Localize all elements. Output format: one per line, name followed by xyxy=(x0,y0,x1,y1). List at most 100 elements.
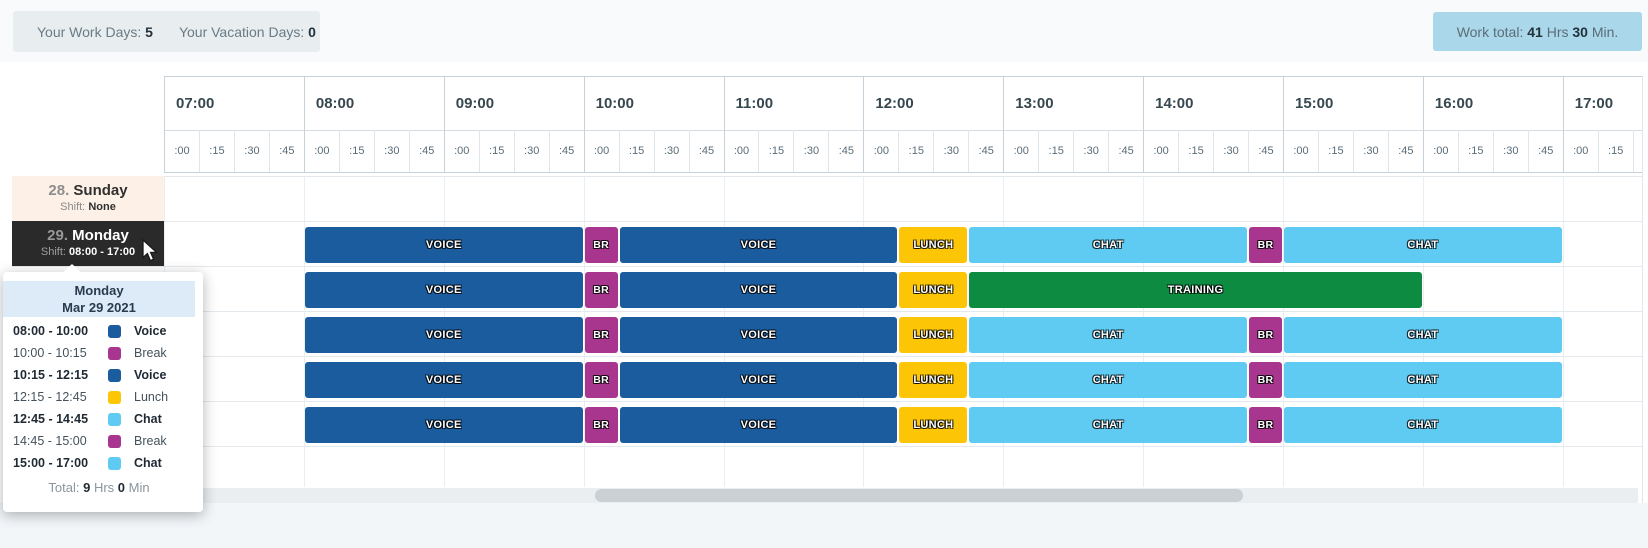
schedule-block-chat[interactable]: CHAT xyxy=(1284,362,1562,398)
tooltip-entry-list: 08:00 - 10:00 Voice 10:00 - 10:15 Break 10:1… xyxy=(13,320,195,474)
hour-gridline xyxy=(303,176,305,487)
schedule-block-chat[interactable]: CHAT xyxy=(1284,227,1562,263)
quarter-header-cell: :15 xyxy=(338,130,374,172)
quarter-header-cell: :45 xyxy=(1387,130,1423,172)
schedule-block-break[interactable]: BR xyxy=(1249,362,1282,398)
schedule-block-lunch[interactable]: LUNCH xyxy=(899,362,968,398)
quarter-header-cell: :30 xyxy=(933,130,968,172)
tooltip-entry: 14:45 - 15:00 Break xyxy=(13,430,195,452)
hour-gridline xyxy=(1562,176,1564,487)
vacation-days-label: Your Vacation Days: xyxy=(178,23,305,40)
day-name: Monday xyxy=(72,227,129,245)
hour-header-0700: 07:00 xyxy=(164,76,304,130)
schedule-block-voice[interactable]: VOICE xyxy=(304,227,583,263)
tooltip-entry: 15:00 - 17:00 Chat xyxy=(13,452,195,474)
schedule-block-lunch[interactable]: LUNCH xyxy=(899,317,968,353)
work-total-text: Work total: 41 Hrs 30 Min. xyxy=(1457,24,1619,40)
quarter-header-cell: :30 xyxy=(1632,130,1642,172)
vacation-days-value: 0 xyxy=(308,23,316,40)
schedule-block-chat[interactable]: CHAT xyxy=(1284,407,1562,443)
quarter-header-cell: :45 xyxy=(1248,130,1283,172)
tooltip-entry-time: 10:00 - 10:15 xyxy=(13,346,87,360)
schedule-block-lunch[interactable]: LUNCH xyxy=(899,407,968,443)
shift-value: 08:00 - 17:00 xyxy=(69,246,136,258)
tooltip-entry-activity: Chat xyxy=(134,456,162,470)
voice-legend-swatch xyxy=(108,324,121,338)
tooltip-total-minutes-unit: Min xyxy=(128,480,150,495)
schedule-block-chat[interactable]: CHAT xyxy=(1284,317,1562,353)
schedule-block-training[interactable]: TRAINING xyxy=(969,272,1422,308)
schedule-block-chat[interactable]: CHAT xyxy=(969,407,1248,443)
day-label-monday[interactable]: 29. Monday Shift: 08:00 - 17:00 xyxy=(12,221,164,266)
row-separator xyxy=(12,446,1642,447)
hour-gridline xyxy=(583,176,585,487)
quarter-header-cell: :45 xyxy=(1108,130,1143,172)
horizontal-scrollbar[interactable] xyxy=(12,488,1638,503)
schedule-block-voice[interactable]: VOICE xyxy=(619,227,898,263)
schedule-block-voice[interactable]: VOICE xyxy=(304,362,583,398)
schedule-block-break[interactable]: BR xyxy=(1249,227,1282,263)
schedule-block-voice[interactable]: VOICE xyxy=(619,362,898,398)
schedule-block-lunch[interactable]: LUNCH xyxy=(899,272,968,308)
scrollbar-thumb[interactable] xyxy=(595,489,1243,502)
quarter-header-cell: :30 xyxy=(1213,130,1248,172)
schedule-block-break[interactable]: BR xyxy=(584,407,618,443)
schedule-block-lunch[interactable]: LUNCH xyxy=(899,227,968,263)
quarter-header-cell: :45 xyxy=(408,130,444,172)
day-title: 28. Sunday xyxy=(48,182,127,201)
day-title: 29. Monday xyxy=(47,227,129,246)
quarter-header-cell: :45 xyxy=(548,130,584,172)
schedule-block-break[interactable]: BR xyxy=(584,227,618,263)
schedule-block-break[interactable]: BR xyxy=(1249,407,1282,443)
schedule-block-break[interactable]: BR xyxy=(584,362,618,398)
quarter-header-cell: :00 xyxy=(443,130,479,172)
quarter-header-cell: :15 xyxy=(758,130,793,172)
hour-header-1000: 10:00 xyxy=(583,76,724,130)
schedule-block-chat[interactable]: CHAT xyxy=(969,317,1248,353)
quarter-header-cell: :15 xyxy=(618,130,654,172)
quarter-header-cell: :00 xyxy=(723,130,759,172)
schedule-block-break[interactable]: BR xyxy=(584,317,618,353)
schedule-block-voice[interactable]: VOICE xyxy=(304,317,583,353)
work-total-hours: 41 xyxy=(1527,23,1543,40)
hour-header-1200: 12:00 xyxy=(863,76,1003,130)
quarter-header-cell: :30 xyxy=(1352,130,1388,172)
day-number: 28. xyxy=(48,182,70,200)
day-shift: Shift: None xyxy=(60,201,116,215)
tooltip-entry: 08:00 - 10:00 Voice xyxy=(13,320,195,342)
schedule-block-chat[interactable]: CHAT xyxy=(969,227,1248,263)
schedule-block-break[interactable]: BR xyxy=(1249,317,1282,353)
tooltip-arrow xyxy=(63,264,81,272)
shift-label: Shift: xyxy=(60,201,86,213)
quarter-header-cell: :00 xyxy=(1143,130,1178,172)
day-name: Sunday xyxy=(73,182,128,200)
quarter-header-cell: :00 xyxy=(1283,130,1318,172)
quarter-header-cell: :30 xyxy=(373,130,409,172)
lunch-legend-swatch xyxy=(108,390,121,404)
schedule-block-voice[interactable]: VOICE xyxy=(619,407,898,443)
hour-gridline xyxy=(1283,176,1284,487)
chat-legend-swatch xyxy=(108,456,121,470)
hour-header-1600: 16:00 xyxy=(1422,76,1563,130)
quarter-header-cell: :00 xyxy=(1422,130,1458,172)
hour-header-1700: 17:00 xyxy=(1562,76,1642,130)
tooltip-entry: 12:15 - 12:45 Lunch xyxy=(13,386,195,408)
quarter-header-cell: :30 xyxy=(1073,130,1108,172)
tooltip-entry: 10:15 - 12:15 Voice xyxy=(13,364,195,386)
schedule-block-voice[interactable]: VOICE xyxy=(619,317,898,353)
schedule-block-voice[interactable]: VOICE xyxy=(619,272,898,308)
quarter-header-cell: :45 xyxy=(828,130,863,172)
schedule-block-chat[interactable]: CHAT xyxy=(969,362,1248,398)
quarter-header-cell: :30 xyxy=(793,130,828,172)
schedule-block-break[interactable]: BR xyxy=(584,272,618,308)
hour-header-1500: 15:00 xyxy=(1283,76,1423,130)
header-mid-border xyxy=(164,130,1642,131)
day-label-sunday[interactable]: 28. Sunday Shift: None xyxy=(12,176,164,221)
shift-value: None xyxy=(88,201,116,213)
hour-header-1100: 11:00 xyxy=(723,76,864,130)
row-separator xyxy=(12,311,1642,312)
schedule-block-voice[interactable]: VOICE xyxy=(304,407,583,443)
work-total-badge: Work total: 41 Hrs 30 Min. xyxy=(1433,12,1642,51)
work-days: Your Work Days: 5 xyxy=(37,24,153,40)
schedule-block-voice[interactable]: VOICE xyxy=(304,272,583,308)
